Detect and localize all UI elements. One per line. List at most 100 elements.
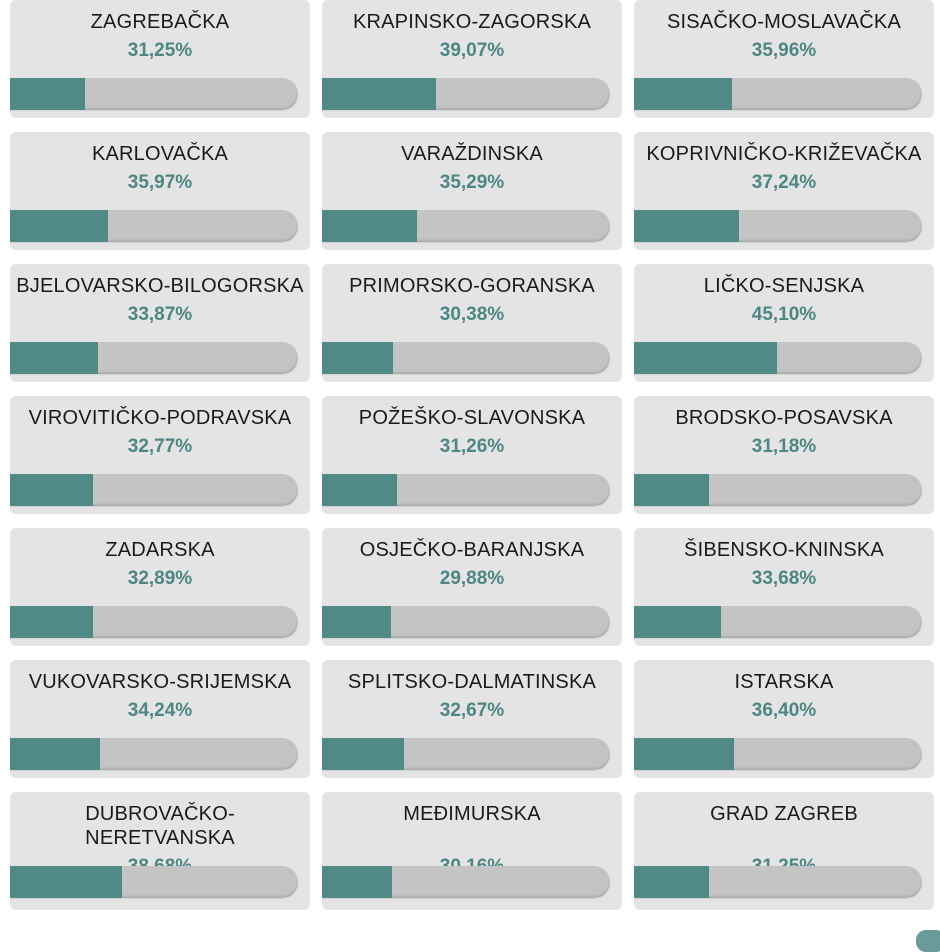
county-name: MEĐIMURSKA	[403, 803, 541, 825]
county-card-osjecko-baranjska: OSJEČKO-BARANJSKA 29,88%	[322, 528, 622, 646]
county-card-grad-zagreb: GRAD ZAGREB 31,25%	[634, 792, 934, 910]
progress-bar	[10, 606, 298, 638]
progress-bar	[10, 78, 298, 110]
progress-bar	[10, 210, 298, 242]
county-percent: 31,25%	[127, 40, 193, 61]
county-percent: 29,88%	[439, 568, 505, 589]
county-percent: 32,67%	[439, 700, 505, 721]
county-name: GRAD ZAGREB	[710, 803, 858, 825]
county-name: LIČKO-SENJSKA	[703, 275, 865, 297]
county-card-vukovarsko-srijemska: VUKOVARSKO-SRIJEMSKA 34,24%	[10, 660, 310, 778]
county-name: PRIMORSKO-GORANSKA	[349, 275, 595, 297]
progress-fill	[322, 474, 398, 506]
county-percent: 33,87%	[127, 304, 193, 325]
county-card-krapinsko-zagorska: KRAPINSKO-ZAGORSKA 39,07%	[322, 0, 622, 118]
county-percent: 39,07%	[439, 40, 505, 61]
progress-fill	[10, 474, 93, 506]
county-card-koprivnicko-krizevacka: KOPRIVNIČKO-KRIŽEVAČKA 37,24%	[634, 132, 934, 250]
progress-bar	[10, 342, 298, 374]
progress-fill	[322, 210, 418, 242]
progress-bar	[634, 606, 922, 638]
county-percent: 37,24%	[751, 172, 817, 193]
progress-bar	[322, 738, 610, 770]
county-percent: 32,77%	[127, 436, 193, 457]
county-name: VIROVITIČKO-PODRAVSKA	[28, 407, 292, 429]
county-card-sisacko-moslavacka: SISAČKO-MOSLAVAČKA 35,96%	[634, 0, 934, 118]
county-card-viroviticko-podravska: VIROVITIČKO-PODRAVSKA 32,77%	[10, 396, 310, 514]
county-percent: 33,68%	[751, 568, 817, 589]
county-name: KOPRIVNIČKO-KRIŽEVAČKA	[646, 143, 922, 165]
progress-fill	[322, 342, 393, 374]
progress-fill	[10, 342, 99, 374]
scroll-to-top-button[interactable]	[916, 930, 940, 952]
county-percent: 36,40%	[751, 700, 817, 721]
county-percent: 31,26%	[439, 436, 505, 457]
county-name: KARLOVAČKA	[91, 143, 229, 165]
progress-fill	[322, 606, 391, 638]
county-name: OSJEČKO-BARANJSKA	[359, 539, 585, 561]
progress-fill	[10, 738, 100, 770]
progress-bar	[634, 738, 922, 770]
progress-bar	[634, 474, 922, 506]
county-card-splitsko-dalmatinska: SPLITSKO-DALMATINSKA 32,67%	[322, 660, 622, 778]
county-turnout-grid: ZAGREBAČKA 31,25% KRAPINSKO-ZAGORSKA 39,…	[10, 0, 934, 910]
county-card-karlovacka: KARLOVAČKA 35,97%	[10, 132, 310, 250]
county-percent: 31,18%	[751, 436, 817, 457]
county-name: KRAPINSKO-ZAGORSKA	[352, 11, 592, 33]
county-card-dubrovacko-neretvanska: DUBROVAČKO- NERETVANSKA 38,68%	[10, 792, 310, 910]
progress-bar	[322, 606, 610, 638]
progress-bar	[322, 342, 610, 374]
county-name: ŠIBENSKO-KNINSKA	[684, 539, 884, 561]
county-name: VUKOVARSKO-SRIJEMSKA	[28, 671, 292, 693]
county-card-istarska: ISTARSKA 36,40%	[634, 660, 934, 778]
county-name: ISTARSKA	[734, 671, 834, 693]
county-name: BJELOVARSKO-BILOGORSKA	[16, 275, 304, 297]
county-name: SISAČKO-MOSLAVAČKA	[666, 11, 902, 33]
progress-fill	[634, 606, 722, 638]
progress-bar	[634, 210, 922, 242]
county-name: ZADARSKA	[105, 539, 215, 561]
county-card-zagrebacka: ZAGREBAČKA 31,25%	[10, 0, 310, 118]
progress-bar	[10, 866, 298, 898]
county-name: VARAŽDINSKA	[401, 143, 543, 165]
county-card-medimurska: MEĐIMURSKA 30,16%	[322, 792, 622, 910]
county-card-zadarska: ZADARSKA 32,89%	[10, 528, 310, 646]
progress-fill	[634, 738, 735, 770]
progress-fill	[634, 78, 733, 110]
county-percent: 35,29%	[439, 172, 505, 193]
progress-bar	[634, 342, 922, 374]
county-name: POŽEŠKO-SLAVONSKA	[358, 407, 586, 429]
county-card-bjelovarsko-bilogorska: BJELOVARSKO-BILOGORSKA 33,87%	[10, 264, 310, 382]
county-percent: 45,10%	[751, 304, 817, 325]
progress-fill	[634, 342, 778, 374]
county-percent: 30,38%	[439, 304, 505, 325]
county-percent: 32,89%	[127, 568, 193, 589]
progress-bar	[634, 78, 922, 110]
county-percent: 35,97%	[127, 172, 193, 193]
county-percent: 35,96%	[751, 40, 817, 61]
county-name: DUBROVAČKO- NERETVANSKA	[85, 803, 235, 849]
progress-fill	[322, 738, 405, 770]
county-percent: 34,24%	[127, 700, 193, 721]
progress-bar	[322, 210, 610, 242]
progress-bar	[322, 474, 610, 506]
progress-fill	[322, 866, 392, 898]
county-name: SPLITSKO-DALMATINSKA	[347, 671, 597, 693]
progress-bar	[10, 738, 298, 770]
progress-fill	[10, 210, 109, 242]
county-card-pozesko-slavonska: POŽEŠKO-SLAVONSKA 31,26%	[322, 396, 622, 514]
progress-fill	[634, 210, 739, 242]
progress-fill	[10, 606, 94, 638]
county-card-brodsko-posavska: BRODSKO-POSAVSKA 31,18%	[634, 396, 934, 514]
progress-bar	[322, 78, 610, 110]
progress-fill	[634, 866, 710, 898]
progress-fill	[10, 78, 86, 110]
progress-bar	[322, 866, 610, 898]
progress-fill	[634, 474, 709, 506]
county-name: ZAGREBAČKA	[90, 11, 230, 33]
county-card-sibensko-kninska: ŠIBENSKO-KNINSKA 33,68%	[634, 528, 934, 646]
progress-bar	[10, 474, 298, 506]
progress-bar	[634, 866, 922, 898]
progress-fill	[10, 866, 122, 898]
county-card-licko-senjska: LIČKO-SENJSKA 45,10%	[634, 264, 934, 382]
